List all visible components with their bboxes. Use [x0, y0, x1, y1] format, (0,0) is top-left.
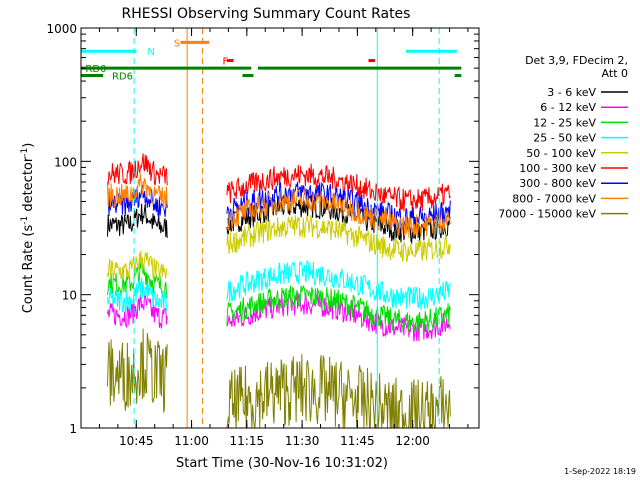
- legend-label-8: 7000 - 15000 keV: [498, 208, 596, 221]
- legend-header: Det 3,9, FDecim 2,: [525, 54, 628, 67]
- series-line-8: [107, 328, 451, 429]
- plot-area: [107, 28, 451, 429]
- plot-frame: [80, 27, 480, 429]
- series-line-4: [107, 214, 451, 282]
- legend-label-6: 300 - 800 keV: [519, 177, 596, 190]
- legend: Det 3,9, FDecim 2, Att 0 3 - 6 keV 6 - 12…: [498, 54, 628, 221]
- legend-header-att: Att 0: [602, 67, 628, 80]
- flag-label-f: F: [223, 57, 229, 68]
- legend-label-1: 6 - 12 keV: [540, 101, 596, 114]
- legend-entries: 3 - 6 keV 6 - 12 keV 12 - 25 keV 25 - 50 ke…: [498, 86, 628, 221]
- x-tick-label-1: 11:00: [174, 434, 209, 448]
- x-tick-label-3: 11:30: [285, 434, 320, 448]
- x-tick-label-2: 11:15: [230, 434, 265, 448]
- flag-bars: N S F RD0 RD6: [81, 38, 462, 83]
- x-tick-label-0: 10:45: [119, 434, 154, 448]
- x-tick-label-4: 11:45: [340, 434, 375, 448]
- series-line-7: [107, 172, 451, 238]
- chart-title: RHESSI Observing Summary Count Rates: [122, 6, 411, 22]
- series-line-0: [107, 194, 451, 245]
- y-tick-label-2: 100: [54, 155, 77, 169]
- legend-label-2: 12 - 25 keV: [533, 116, 596, 129]
- x-tick-label-5: 12:00: [395, 434, 430, 448]
- y-axis-label: Count Rate (s-1 detector-1): [20, 143, 36, 314]
- series-line-5: [107, 153, 451, 212]
- legend-label-5: 100 - 300 keV: [519, 162, 596, 175]
- y-tick-label-3: 1000: [46, 22, 77, 36]
- flag-label-n: N: [147, 47, 154, 58]
- x-axis-label: Start Time (30-Nov-16 10:31:02): [176, 456, 388, 471]
- legend-label-3: 25 - 50 keV: [533, 132, 596, 145]
- y-tick-label-1: 10: [62, 289, 77, 303]
- legend-label-4: 50 - 100 keV: [526, 147, 596, 160]
- legend-label-0: 3 - 6 keV: [547, 86, 596, 99]
- flag-label-rd0: RD0: [85, 64, 106, 75]
- legend-label-7: 800 - 7000 keV: [512, 192, 596, 205]
- y-tick-label-0: 1: [69, 422, 77, 436]
- flag-label-rd6: RD6: [112, 72, 133, 83]
- flag-label-s: S: [174, 38, 180, 49]
- footer-date: 1-Sep-2022 18:19: [564, 467, 636, 476]
- series-line-3: [107, 260, 451, 313]
- series-line-2: [107, 261, 451, 334]
- axis-ticks: 10:45 11:00 11:15 11:30 11:45 12:00 1 10 100 1000: [46, 22, 479, 448]
